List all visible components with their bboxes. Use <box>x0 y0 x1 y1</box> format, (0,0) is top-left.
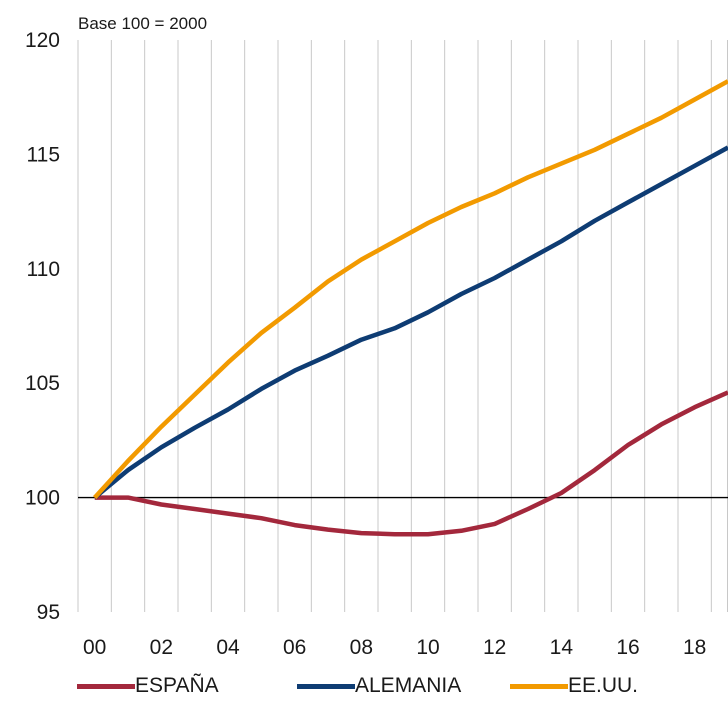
x-axis: 00 02 04 06 08 10 12 14 16 18 <box>83 636 706 659</box>
y-tick-label: 100 <box>25 487 60 510</box>
series-line-ee-uu <box>93 79 728 500</box>
legend-label: ESPAÑA <box>135 674 219 697</box>
legend-label: ALEMANIA <box>355 674 462 697</box>
series-lines <box>93 79 728 537</box>
y-tick-label: 115 <box>27 143 60 166</box>
chart: Base 100 = 2000 95 100 105 110 115 120 00 02 04… <box>25 14 728 659</box>
series-line-alemania <box>93 145 728 500</box>
x-tick-label: 08 <box>350 636 373 659</box>
y-tick-label: 110 <box>27 258 60 281</box>
x-tick-label: 18 <box>683 636 706 659</box>
y-axis: 95 100 105 110 115 120 <box>25 29 60 624</box>
x-tick-label: 10 <box>416 636 439 659</box>
legend-label: EE.UU. <box>568 674 639 697</box>
x-tick-label: 14 <box>550 636 574 659</box>
x-tick-label: 02 <box>150 636 173 659</box>
legend-swatch <box>510 683 568 689</box>
x-tick-label: 04 <box>216 636 240 659</box>
legend-item: EE.UU. <box>510 672 638 700</box>
legend-swatch <box>297 683 355 689</box>
chart-subtitle: Base 100 = 2000 <box>78 14 207 33</box>
series-line-españa <box>94 390 728 537</box>
x-tick-label: 16 <box>616 636 639 659</box>
x-tick-label: 12 <box>483 636 506 659</box>
x-tick-label: 06 <box>283 636 306 659</box>
y-tick-label: 120 <box>25 29 60 52</box>
legend: ESPAÑA ALEMANIA EE.UU. <box>0 672 728 712</box>
legend-item: ALEMANIA <box>297 672 461 700</box>
legend-swatch <box>77 683 135 689</box>
y-tick-label: 105 <box>25 372 60 395</box>
x-tick-label: 00 <box>83 636 106 659</box>
y-tick-label: 95 <box>37 601 60 624</box>
legend-item: ESPAÑA <box>77 672 219 700</box>
